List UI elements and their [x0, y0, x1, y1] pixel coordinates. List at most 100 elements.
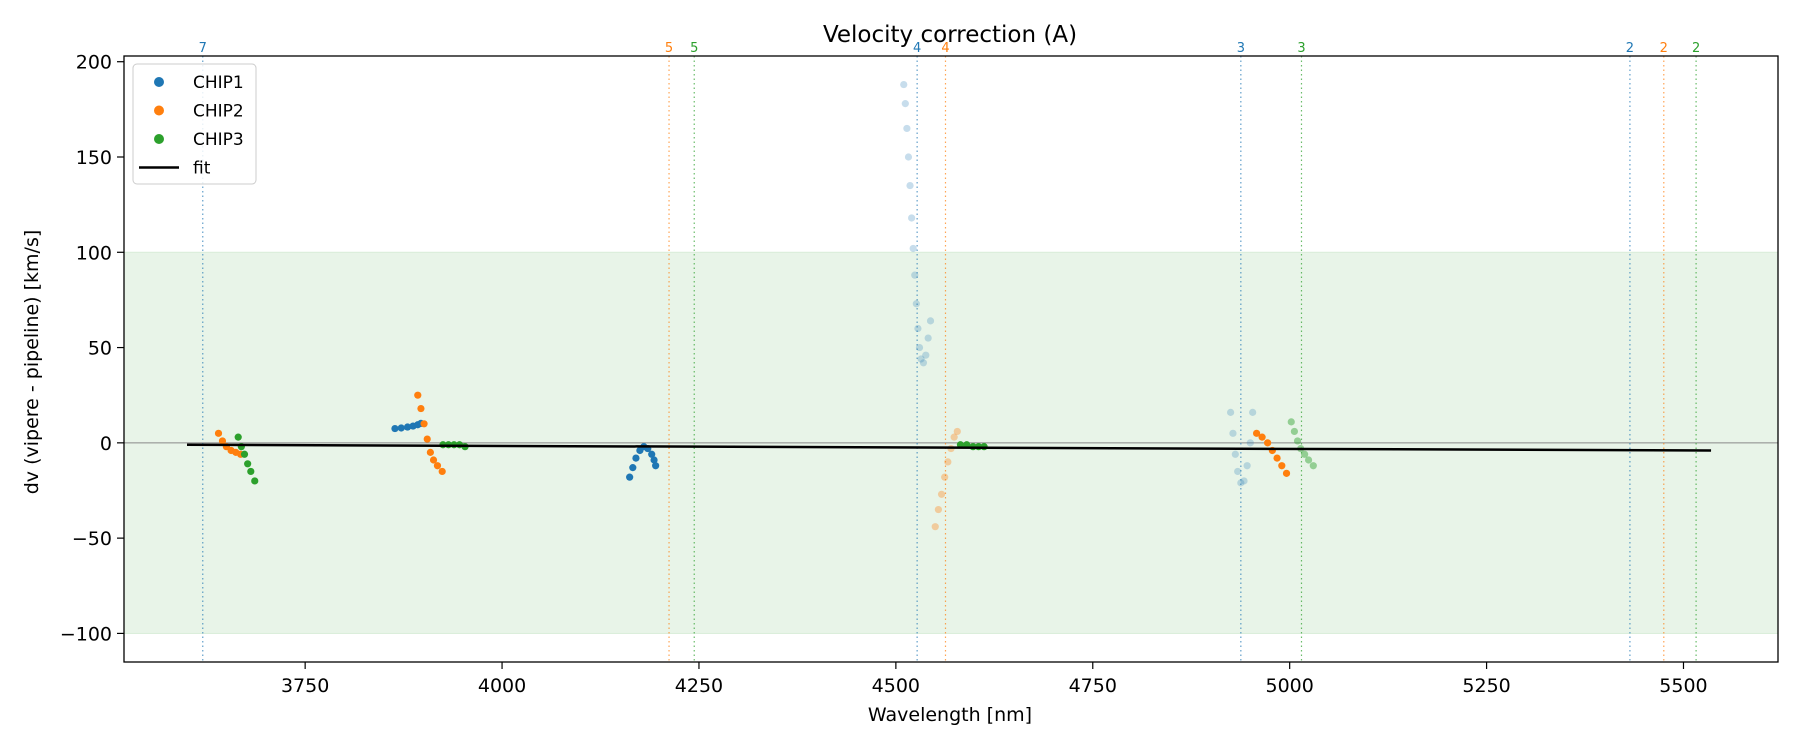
chip1-point — [924, 334, 932, 342]
y-tick-label: −50 — [72, 528, 112, 550]
chip1-point — [397, 424, 405, 432]
chip1-point — [911, 271, 919, 279]
chip2-point — [941, 473, 949, 481]
chip1-point — [1227, 408, 1235, 416]
x-axis: 3750 4000 4250 4500 4750 5000 5250 5500 — [281, 662, 1708, 697]
order-label: 7 — [199, 41, 207, 56]
plot-frame — [123, 55, 1779, 663]
order-label: 2 — [1660, 41, 1668, 56]
chip3-point — [244, 460, 252, 468]
chip1-point — [908, 214, 916, 222]
plot-area: 7 5 5 4 4 3 3 2 2 2 — [123, 41, 1779, 663]
chip2-point — [937, 490, 946, 498]
chip2-point — [1258, 433, 1266, 441]
chip1-point — [926, 317, 935, 325]
chip3-point — [1309, 462, 1317, 470]
chip1-point — [629, 464, 637, 472]
chip1-point — [1240, 477, 1248, 485]
legend-label-chip1: CHIP1 — [193, 73, 244, 93]
x-tick-label: 5000 — [1265, 675, 1313, 697]
chip3-point — [1304, 456, 1313, 464]
chip2-point — [433, 462, 442, 470]
order-label: 2 — [1692, 41, 1700, 56]
legend-marker-chip1 — [154, 77, 164, 87]
chip1-point — [904, 153, 913, 161]
x-tick-label: 4250 — [675, 675, 723, 697]
chip2-point — [1278, 462, 1286, 470]
chip1-point — [650, 456, 658, 464]
legend-box — [132, 63, 257, 185]
chip2-point — [934, 505, 942, 514]
chip3-point — [1293, 437, 1302, 445]
chip1-point — [903, 124, 911, 133]
x-tick-label: 5250 — [1462, 675, 1510, 697]
chip1-point — [626, 473, 634, 481]
fit-line — [187, 443, 1712, 452]
x-tick-label: 3750 — [281, 675, 329, 697]
legend-marker-chip2 — [154, 105, 164, 116]
chip3-point — [234, 433, 242, 441]
y-tick-label: 200 — [76, 52, 112, 74]
y-tick-label: −100 — [60, 623, 112, 645]
chip2-point — [931, 523, 939, 531]
x-axis-label: Wavelength [nm] — [868, 704, 1032, 726]
chip3-point — [1301, 450, 1309, 458]
order-label: 4 — [913, 41, 921, 56]
chip3-point — [1287, 418, 1295, 426]
chip1-point — [648, 450, 656, 458]
chip1-point — [1249, 408, 1257, 416]
order-label: 3 — [1237, 41, 1245, 56]
chip1-point — [919, 359, 928, 367]
chart-title: Velocity correction (A) — [823, 22, 1077, 48]
chip1-point — [391, 424, 399, 433]
x-tick-label: 5500 — [1659, 675, 1707, 697]
chip1-point — [1246, 439, 1254, 447]
chip1-point — [922, 351, 930, 359]
chip2-point — [423, 435, 431, 443]
order-label: 5 — [690, 41, 698, 56]
chip1-point — [1231, 450, 1239, 458]
chip2-point — [944, 458, 952, 466]
chip2-point — [1282, 469, 1291, 477]
legend-marker-chip3 — [154, 134, 164, 144]
chip1-point — [909, 244, 917, 253]
chip2-point — [417, 404, 425, 413]
chip1-point — [1229, 429, 1237, 437]
y-tick-label: 100 — [76, 242, 112, 264]
chip2-point — [414, 391, 422, 399]
chip1-point — [912, 300, 920, 308]
chip3-point — [240, 450, 249, 458]
chip2-point — [950, 433, 958, 441]
chip2-point — [1252, 429, 1261, 437]
chip1-point — [900, 80, 908, 89]
order-label: 3 — [1297, 41, 1305, 56]
chip2-point — [953, 427, 961, 436]
chip2-point — [1264, 439, 1272, 447]
legend-label-chip3: CHIP3 — [193, 130, 244, 150]
chip1-point — [1237, 479, 1245, 487]
chip1-point — [901, 100, 909, 108]
chip1-point — [403, 423, 412, 431]
x-tick-label: 4000 — [478, 675, 526, 697]
chip1-point — [652, 462, 660, 470]
y-tick-label: 0 — [100, 433, 112, 455]
chip3-point — [1290, 427, 1299, 436]
chip1-point — [915, 343, 924, 352]
chip2-point — [218, 437, 227, 445]
legend-label-fit: fit — [193, 159, 211, 179]
chip2-point — [420, 420, 428, 428]
legend: CHIP1 CHIP2 CHIP3 fit — [132, 63, 257, 185]
chip1-point — [1234, 467, 1242, 476]
chip2-point — [429, 456, 438, 464]
chip3-point — [251, 477, 259, 485]
chip1-point — [917, 355, 925, 363]
chip2-point — [426, 448, 434, 456]
chip1-point — [632, 454, 640, 462]
x-tick-label: 4750 — [1069, 675, 1117, 697]
chip2-point — [1273, 454, 1281, 462]
y-axis-label: dv (vipere - pipeline) [km/s] — [21, 230, 43, 495]
order-label: 5 — [665, 41, 673, 56]
chip1-point — [1243, 462, 1251, 470]
y-axis: −100 −50 0 50 100 150 200 — [60, 52, 124, 645]
